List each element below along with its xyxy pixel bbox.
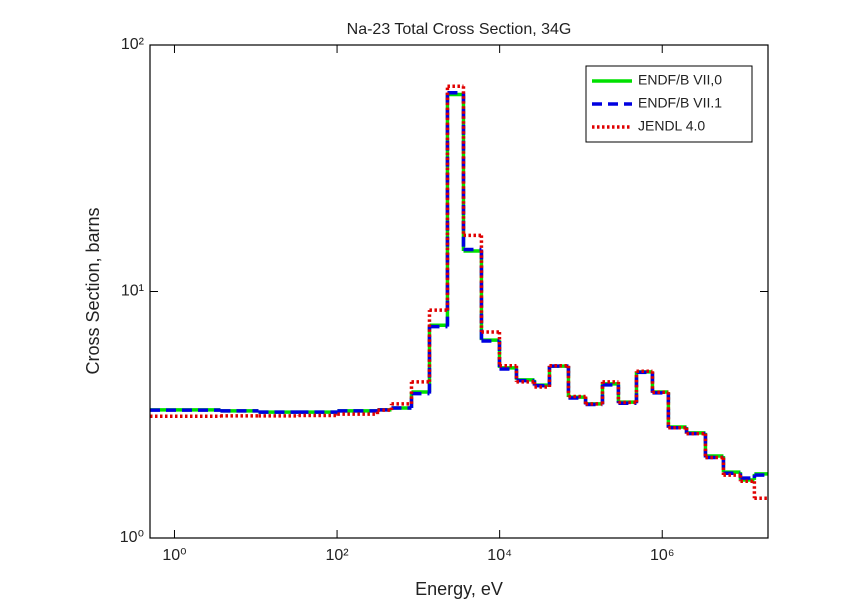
x-axis-label: Energy, eV (415, 579, 503, 599)
legend-label: ENDF/B VII,0 (638, 72, 722, 88)
series (150, 92, 768, 482)
y-tick-label: 10⁰ (120, 529, 144, 546)
legend-label: JENDL 4.0 (638, 118, 705, 134)
y-tick-label: 10² (121, 36, 145, 53)
y-tick-label: 10¹ (121, 283, 144, 300)
x-tick-label: 10⁶ (650, 547, 674, 564)
y-axis-label: Cross Section, barns (83, 207, 103, 374)
legend-label: ENDF/B VII.1 (638, 95, 722, 111)
series (150, 91, 768, 480)
series (150, 84, 768, 500)
chart-title: Na-23 Total Cross Section, 34G (347, 21, 572, 38)
x-tick-label: 10² (325, 547, 349, 564)
x-tick-label: 10⁴ (487, 547, 512, 564)
legend: ENDF/B VII,0 ENDF/B VII.1 JENDL 4.0 (585, 65, 753, 143)
x-tick-label: 10⁰ (162, 547, 186, 564)
series-group (150, 84, 768, 500)
plot-area (150, 84, 768, 500)
